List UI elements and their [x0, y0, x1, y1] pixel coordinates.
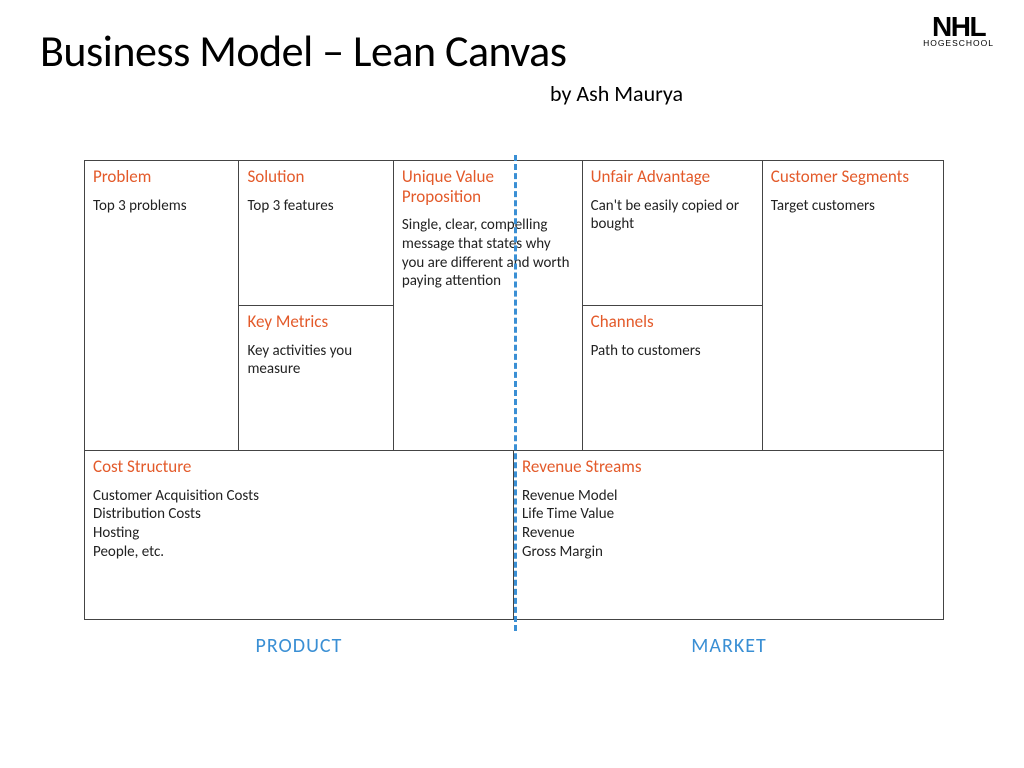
cell-body-uvp: Single, clear, compelling message that s…: [402, 216, 574, 291]
cell-body-revenue: Revenue ModelLife Time ValueRevenueGross…: [522, 487, 935, 562]
cell-advantage: Unfair Advantage Can't be easily copied …: [583, 161, 762, 306]
col-segments: Customer Segments Target customers: [763, 161, 943, 450]
lean-canvas-wrap: Problem Top 3 problems Solution Top 3 fe…: [84, 160, 944, 658]
col-problem: Problem Top 3 problems: [85, 161, 239, 450]
foot-product: PRODUCT: [84, 634, 514, 658]
foot-labels: PRODUCT MARKET: [84, 634, 944, 658]
col-advantage-channels: Unfair Advantage Can't be easily copied …: [583, 161, 763, 450]
cell-title-uvp: Unique Value Proposition: [402, 167, 574, 206]
cell-body-problem: Top 3 problems: [93, 197, 230, 216]
cell-title-advantage: Unfair Advantage: [591, 167, 754, 187]
foot-market: MARKET: [514, 634, 944, 658]
nhl-logo: NHL HOGESCHOOL: [923, 14, 994, 48]
cell-metrics: Key Metrics Key activities you measure: [239, 306, 392, 450]
cell-body-metrics: Key activities you measure: [247, 342, 384, 380]
cell-body-solution: Top 3 features: [247, 197, 384, 216]
cell-body-channels: Path to customers: [591, 342, 754, 361]
slide-header: Business Model – Lean Canvas by Ash Maur…: [0, 0, 1024, 107]
lean-canvas: Problem Top 3 problems Solution Top 3 fe…: [84, 160, 944, 620]
cell-uvp: Unique Value Proposition Single, clear, …: [394, 161, 582, 450]
cell-title-segments: Customer Segments: [771, 167, 935, 187]
page-title: Business Model – Lean Canvas: [40, 24, 984, 78]
cell-segments: Customer Segments Target customers: [763, 161, 943, 450]
cell-title-metrics: Key Metrics: [247, 312, 384, 332]
cell-solution: Solution Top 3 features: [239, 161, 392, 306]
col-uvp: Unique Value Proposition Single, clear, …: [394, 161, 583, 450]
cell-title-problem: Problem: [93, 167, 230, 187]
canvas-top-row: Problem Top 3 problems Solution Top 3 fe…: [85, 161, 943, 451]
logo-sub: HOGESCHOOL: [923, 38, 994, 48]
col-solution-metrics: Solution Top 3 features Key Metrics Key …: [239, 161, 393, 450]
cell-revenue: Revenue Streams Revenue ModelLife Time V…: [514, 451, 943, 619]
cell-body-segments: Target customers: [771, 197, 935, 216]
page-subtitle: by Ash Maurya: [550, 80, 984, 107]
cell-title-cost: Cost Structure: [93, 457, 505, 477]
cell-title-solution: Solution: [247, 167, 384, 187]
cell-body-cost: Customer Acquisition CostsDistribution C…: [93, 487, 505, 562]
logo-main: NHL: [923, 14, 994, 39]
cell-body-advantage: Can't be easily copied or bought: [591, 197, 754, 235]
cell-cost: Cost Structure Customer Acquisition Cost…: [85, 451, 514, 619]
cell-problem: Problem Top 3 problems: [85, 161, 238, 450]
canvas-bottom-row: Cost Structure Customer Acquisition Cost…: [85, 451, 943, 619]
cell-title-channels: Channels: [591, 312, 754, 332]
cell-channels: Channels Path to customers: [583, 306, 762, 450]
cell-title-revenue: Revenue Streams: [522, 457, 935, 477]
